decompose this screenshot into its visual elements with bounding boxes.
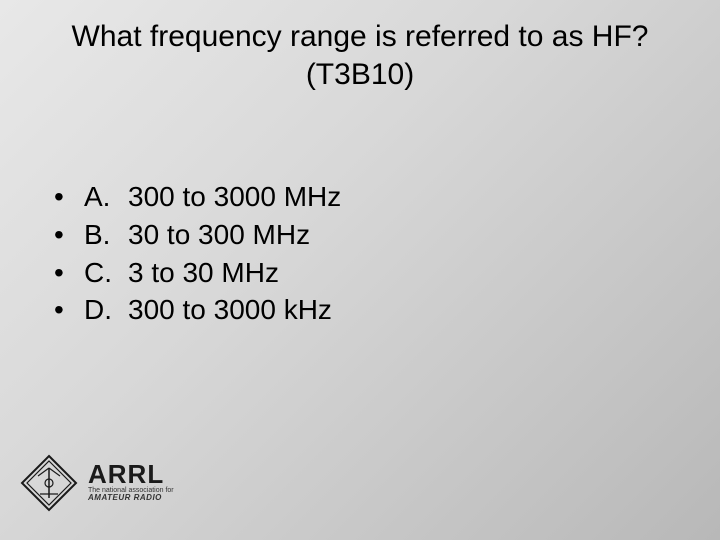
option-a: • A. 300 to 3000 MHz	[54, 178, 341, 216]
option-text: 300 to 3000 MHz	[128, 178, 341, 216]
arrl-text-block: ARRL The national association for AMATEU…	[88, 463, 174, 504]
option-text: 300 to 3000 kHz	[128, 291, 332, 329]
bullet-icon: •	[54, 178, 84, 216]
option-d: • D. 300 to 3000 kHz	[54, 291, 341, 329]
option-letter: A.	[84, 178, 128, 216]
option-text: 3 to 30 MHz	[128, 254, 279, 292]
arrl-tagline: The national association for AMATEUR RAD…	[88, 487, 174, 503]
title-line-2: (T3B10)	[306, 58, 414, 91]
option-letter: B.	[84, 216, 128, 254]
option-text: 30 to 300 MHz	[128, 216, 310, 254]
title-line-1: What frequency range is referred to as H…	[72, 20, 649, 53]
option-b: • B. 30 to 300 MHz	[54, 216, 341, 254]
option-c: • C. 3 to 30 MHz	[54, 254, 341, 292]
arrl-logo: ARRL The national association for AMATEU…	[20, 454, 174, 512]
slide-title: What frequency range is referred to as H…	[0, 0, 720, 93]
arrl-diamond-icon	[20, 454, 78, 512]
bullet-icon: •	[54, 216, 84, 254]
option-letter: C.	[84, 254, 128, 292]
bullet-icon: •	[54, 291, 84, 329]
arrl-wordmark: ARRL	[88, 463, 174, 485]
tagline-line-2: AMATEUR RADIO	[88, 493, 162, 502]
option-letter: D.	[84, 291, 128, 329]
bullet-icon: •	[54, 254, 84, 292]
options-list: • A. 300 to 3000 MHz • B. 30 to 300 MHz …	[54, 178, 341, 329]
